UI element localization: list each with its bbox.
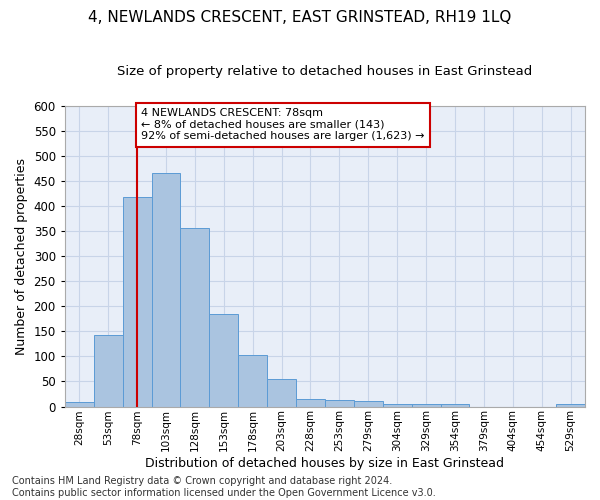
Y-axis label: Number of detached properties: Number of detached properties bbox=[15, 158, 28, 354]
Text: 4 NEWLANDS CRESCENT: 78sqm
← 8% of detached houses are smaller (143)
92% of semi: 4 NEWLANDS CRESCENT: 78sqm ← 8% of detac… bbox=[142, 108, 425, 142]
X-axis label: Distribution of detached houses by size in East Grinstead: Distribution of detached houses by size … bbox=[145, 457, 505, 470]
Text: Contains HM Land Registry data © Crown copyright and database right 2024.
Contai: Contains HM Land Registry data © Crown c… bbox=[12, 476, 436, 498]
Bar bbox=[267, 380, 296, 406]
Bar bbox=[556, 404, 585, 406]
Bar bbox=[412, 404, 440, 406]
Bar bbox=[94, 335, 122, 406]
Bar bbox=[238, 355, 267, 406]
Bar bbox=[296, 398, 325, 406]
Bar bbox=[209, 314, 238, 406]
Bar bbox=[181, 228, 209, 406]
Bar bbox=[440, 404, 469, 406]
Bar bbox=[354, 401, 383, 406]
Bar bbox=[383, 404, 412, 406]
Text: 4, NEWLANDS CRESCENT, EAST GRINSTEAD, RH19 1LQ: 4, NEWLANDS CRESCENT, EAST GRINSTEAD, RH… bbox=[88, 10, 512, 25]
Bar bbox=[152, 174, 181, 406]
Bar bbox=[65, 402, 94, 406]
Bar bbox=[325, 400, 354, 406]
Title: Size of property relative to detached houses in East Grinstead: Size of property relative to detached ho… bbox=[117, 65, 533, 78]
Bar bbox=[122, 197, 152, 406]
